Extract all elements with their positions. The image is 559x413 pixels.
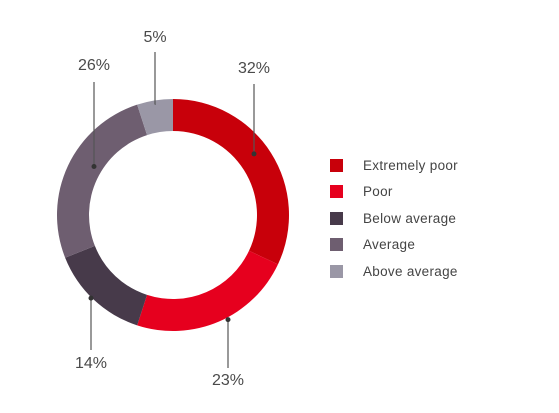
donut-slices — [56, 99, 289, 332]
legend: Extremely poor Poor Below average Averag… — [330, 152, 458, 285]
legend-swatch-average — [330, 238, 343, 252]
legend-item-below-average: Below average — [330, 205, 458, 232]
legend-swatch-poor — [330, 185, 343, 199]
slice-below-average — [65, 245, 148, 326]
legend-label-average: Average — [363, 237, 416, 253]
value-label-above-average: 5% — [143, 29, 166, 46]
legend-swatch-above-average — [330, 264, 343, 278]
legend-label-below-average: Below average — [363, 210, 457, 226]
slice-poor — [137, 250, 278, 332]
leader-dot-below-average — [88, 295, 94, 301]
value-labels: 32% 23% 14% 26% 5% — [75, 29, 270, 389]
value-label-average: 26% — [78, 57, 110, 74]
leader-dot-average — [91, 163, 97, 169]
legend-swatch-below-average — [330, 211, 343, 225]
legend-item-above-average: Above average — [330, 258, 458, 285]
slice-extremely-poor — [173, 99, 289, 265]
leader-dot-poor — [225, 317, 231, 323]
legend-label-above-average: Above average — [363, 263, 458, 279]
value-label-poor: 23% — [212, 372, 244, 389]
value-label-below-average: 14% — [75, 355, 107, 372]
slice-average — [56, 104, 148, 258]
legend-label-poor: Poor — [363, 184, 393, 200]
legend-swatch-extremely-poor — [330, 158, 343, 172]
legend-item-poor: Poor — [330, 179, 458, 206]
legend-label-extremely-poor: Extremely poor — [363, 157, 458, 173]
legend-item-extremely-poor: Extremely poor — [330, 152, 458, 179]
legend-item-average: Average — [330, 232, 458, 259]
leader-lines — [88, 52, 257, 368]
slice-above-average — [137, 99, 173, 136]
leader-dot-extremely-poor — [251, 151, 257, 157]
value-label-extremely-poor: 32% — [238, 60, 270, 77]
